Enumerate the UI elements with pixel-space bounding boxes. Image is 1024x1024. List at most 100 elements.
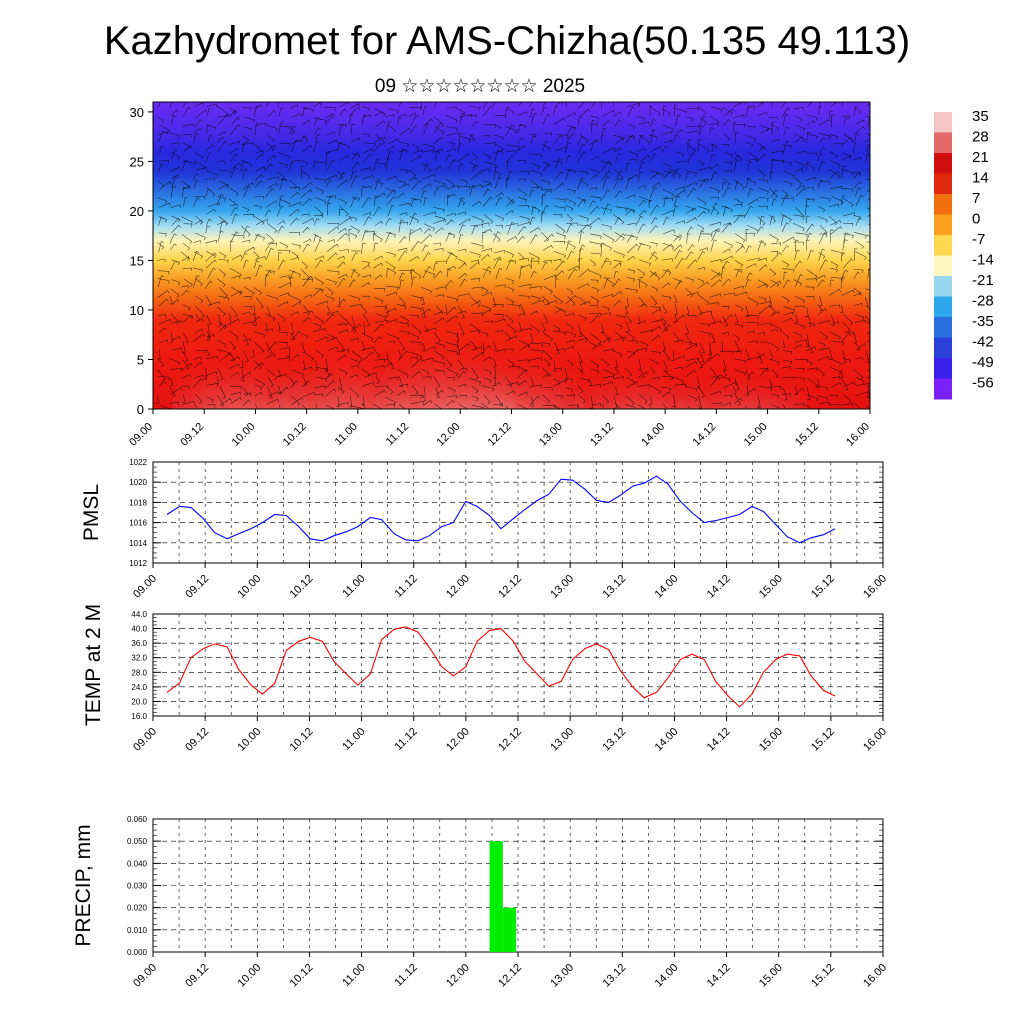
- x-tick-label: 11.12: [392, 573, 419, 600]
- y-tick-label: 0.010: [127, 926, 148, 935]
- x-tick-label: 12.12: [486, 421, 514, 449]
- x-tick-label: 13.12: [600, 726, 628, 754]
- x-tick-label: 16.00: [861, 726, 889, 754]
- x-tick-label: 13.00: [548, 573, 576, 601]
- colorbar-label: 14: [972, 170, 989, 187]
- colorbar-swatch: [934, 276, 952, 297]
- x-tick-label: 10.00: [235, 573, 263, 601]
- y-tick-label: 1020: [129, 478, 147, 487]
- x-tick-label: 12.00: [444, 962, 472, 990]
- x-tick-label: 09.12: [183, 573, 211, 601]
- y-tick-label: 15: [130, 253, 144, 268]
- temp-panel: 16.0 20.0 24.0 28.0 32.0 36.0 40.0 44.0 09.00 09.…: [82, 604, 889, 754]
- y-tick-label: 24.0: [131, 683, 147, 692]
- x-tick-label: 09.00: [131, 726, 159, 754]
- y-tick-label: 0.000: [127, 948, 148, 957]
- x-tick-label: 15.00: [757, 573, 785, 601]
- colorbar-label: 35: [972, 108, 989, 125]
- y-tick-label: 20.0: [131, 697, 147, 706]
- y-tick-label: 0.030: [127, 882, 148, 891]
- x-tick-label: 15.00: [742, 421, 770, 449]
- y-tick-label: 20: [130, 204, 144, 219]
- colorbar-label: 28: [972, 129, 989, 146]
- temp-series-line: [166, 626, 836, 708]
- cross-section-panel: 0 5 10 15 20 25 30 09.00 09.12 10.00 10.12 11.00 11.…: [127, 101, 872, 449]
- x-tick-label: 11.00: [340, 962, 367, 989]
- x-tick-label: 13.12: [600, 962, 628, 990]
- x-tick-label: 14.12: [705, 726, 733, 754]
- colorbar-label: -49: [972, 354, 994, 371]
- colorbar-swatch: [934, 255, 952, 277]
- x-tick-label: 16.00: [844, 421, 872, 449]
- y-tick-label: 1018: [129, 498, 147, 507]
- wind-barbs: [155, 102, 870, 409]
- x-tick-label: 13.12: [600, 573, 628, 601]
- y-tick-label: 1014: [129, 539, 147, 548]
- x-tick-label: 10.00: [235, 726, 263, 754]
- colorbar-label: -14: [972, 252, 994, 269]
- colorbar-swatch: [934, 358, 952, 379]
- x-tick-label: 10.12: [288, 962, 316, 990]
- x-tick-label: 15.12: [809, 726, 837, 754]
- warm-cell: [448, 349, 585, 409]
- warm-cell: [676, 367, 808, 409]
- precip-bar: [489, 841, 503, 952]
- warm-cell: [172, 349, 309, 409]
- x-tick-label: 12.00: [444, 573, 472, 601]
- colorbar-label: -21: [972, 272, 994, 289]
- colorbar-label: -28: [972, 293, 994, 310]
- colorbar-label: -7: [972, 231, 985, 248]
- y-tick-label: 5: [137, 352, 144, 367]
- x-tick-label: 10.12: [281, 421, 309, 449]
- colorbar: 35 28 21 14 7 0 -7 -14 -21 -28 -35 -42 -49 -56: [934, 108, 994, 400]
- y-tick-label: 40.0: [131, 625, 147, 634]
- x-tick-label: 11.12: [392, 962, 419, 989]
- x-tick-label: 09.12: [183, 726, 211, 754]
- x-tick-label: 12.12: [496, 726, 524, 754]
- x-tick-label: 09.00: [127, 421, 155, 449]
- y-tick-label: 16.0: [131, 712, 147, 721]
- x-tick-label: 11.12: [384, 421, 411, 448]
- x-tick-label: 11.00: [340, 573, 367, 600]
- colorbar-label: -56: [972, 375, 994, 392]
- x-tick-label: 14.00: [653, 573, 681, 601]
- x-tick-label: 09.00: [131, 573, 159, 601]
- y-tick-label: 1022: [129, 458, 147, 467]
- x-tick-label: 14.12: [691, 421, 719, 449]
- y-tick-label: 0.020: [127, 904, 148, 913]
- x-tick-label: 09.12: [178, 421, 206, 449]
- colorbar-swatch: [934, 112, 952, 133]
- x-tick-label: 13.12: [588, 421, 616, 449]
- y-tick-label: 28.0: [131, 668, 147, 677]
- pmsl-panel: 1012 1014 1016 1018 1020 1022 09.00 09.12 10.00 1…: [80, 458, 889, 601]
- y-axis-label: TEMP at 2 M: [82, 604, 105, 726]
- x-tick-label: 15.12: [793, 421, 821, 449]
- y-axis-label: PMSL: [80, 484, 103, 541]
- y-tick-label: 1012: [129, 559, 147, 568]
- x-tick-label: 13.00: [537, 421, 565, 449]
- x-tick-label: 10.00: [235, 962, 263, 990]
- x-tick-label: 12.00: [444, 726, 472, 754]
- colorbar-label: 0: [972, 211, 980, 228]
- y-tick-label: 0.040: [127, 859, 148, 868]
- colorbar-swatch: [934, 194, 952, 215]
- x-tick-label: 12.00: [434, 421, 462, 449]
- x-tick-label: 14.00: [639, 421, 667, 449]
- y-tick-label: 36.0: [131, 639, 147, 648]
- x-tick-label: 12.12: [496, 573, 524, 601]
- y-tick-label: 44.0: [131, 610, 147, 619]
- colorbar-swatch: [934, 378, 952, 400]
- x-tick-label: 10.00: [230, 421, 258, 449]
- x-tick-label: 09.00: [131, 962, 159, 990]
- x-tick-label: 11.00: [340, 726, 367, 753]
- x-tick-label: 11.00: [333, 421, 360, 448]
- x-tick-label: 15.12: [809, 573, 837, 601]
- colorbar-label: 7: [972, 190, 980, 207]
- x-tick-label: 16.00: [861, 962, 889, 990]
- chart-title: Kazhydromet for AMS-Chizha(50.135 49.113…: [104, 19, 910, 63]
- y-tick-label: 32.0: [131, 654, 147, 663]
- x-tick-label: 09.12: [183, 962, 211, 990]
- y-tick-label: 0.060: [127, 815, 148, 824]
- x-tick-label: 15.12: [809, 962, 837, 990]
